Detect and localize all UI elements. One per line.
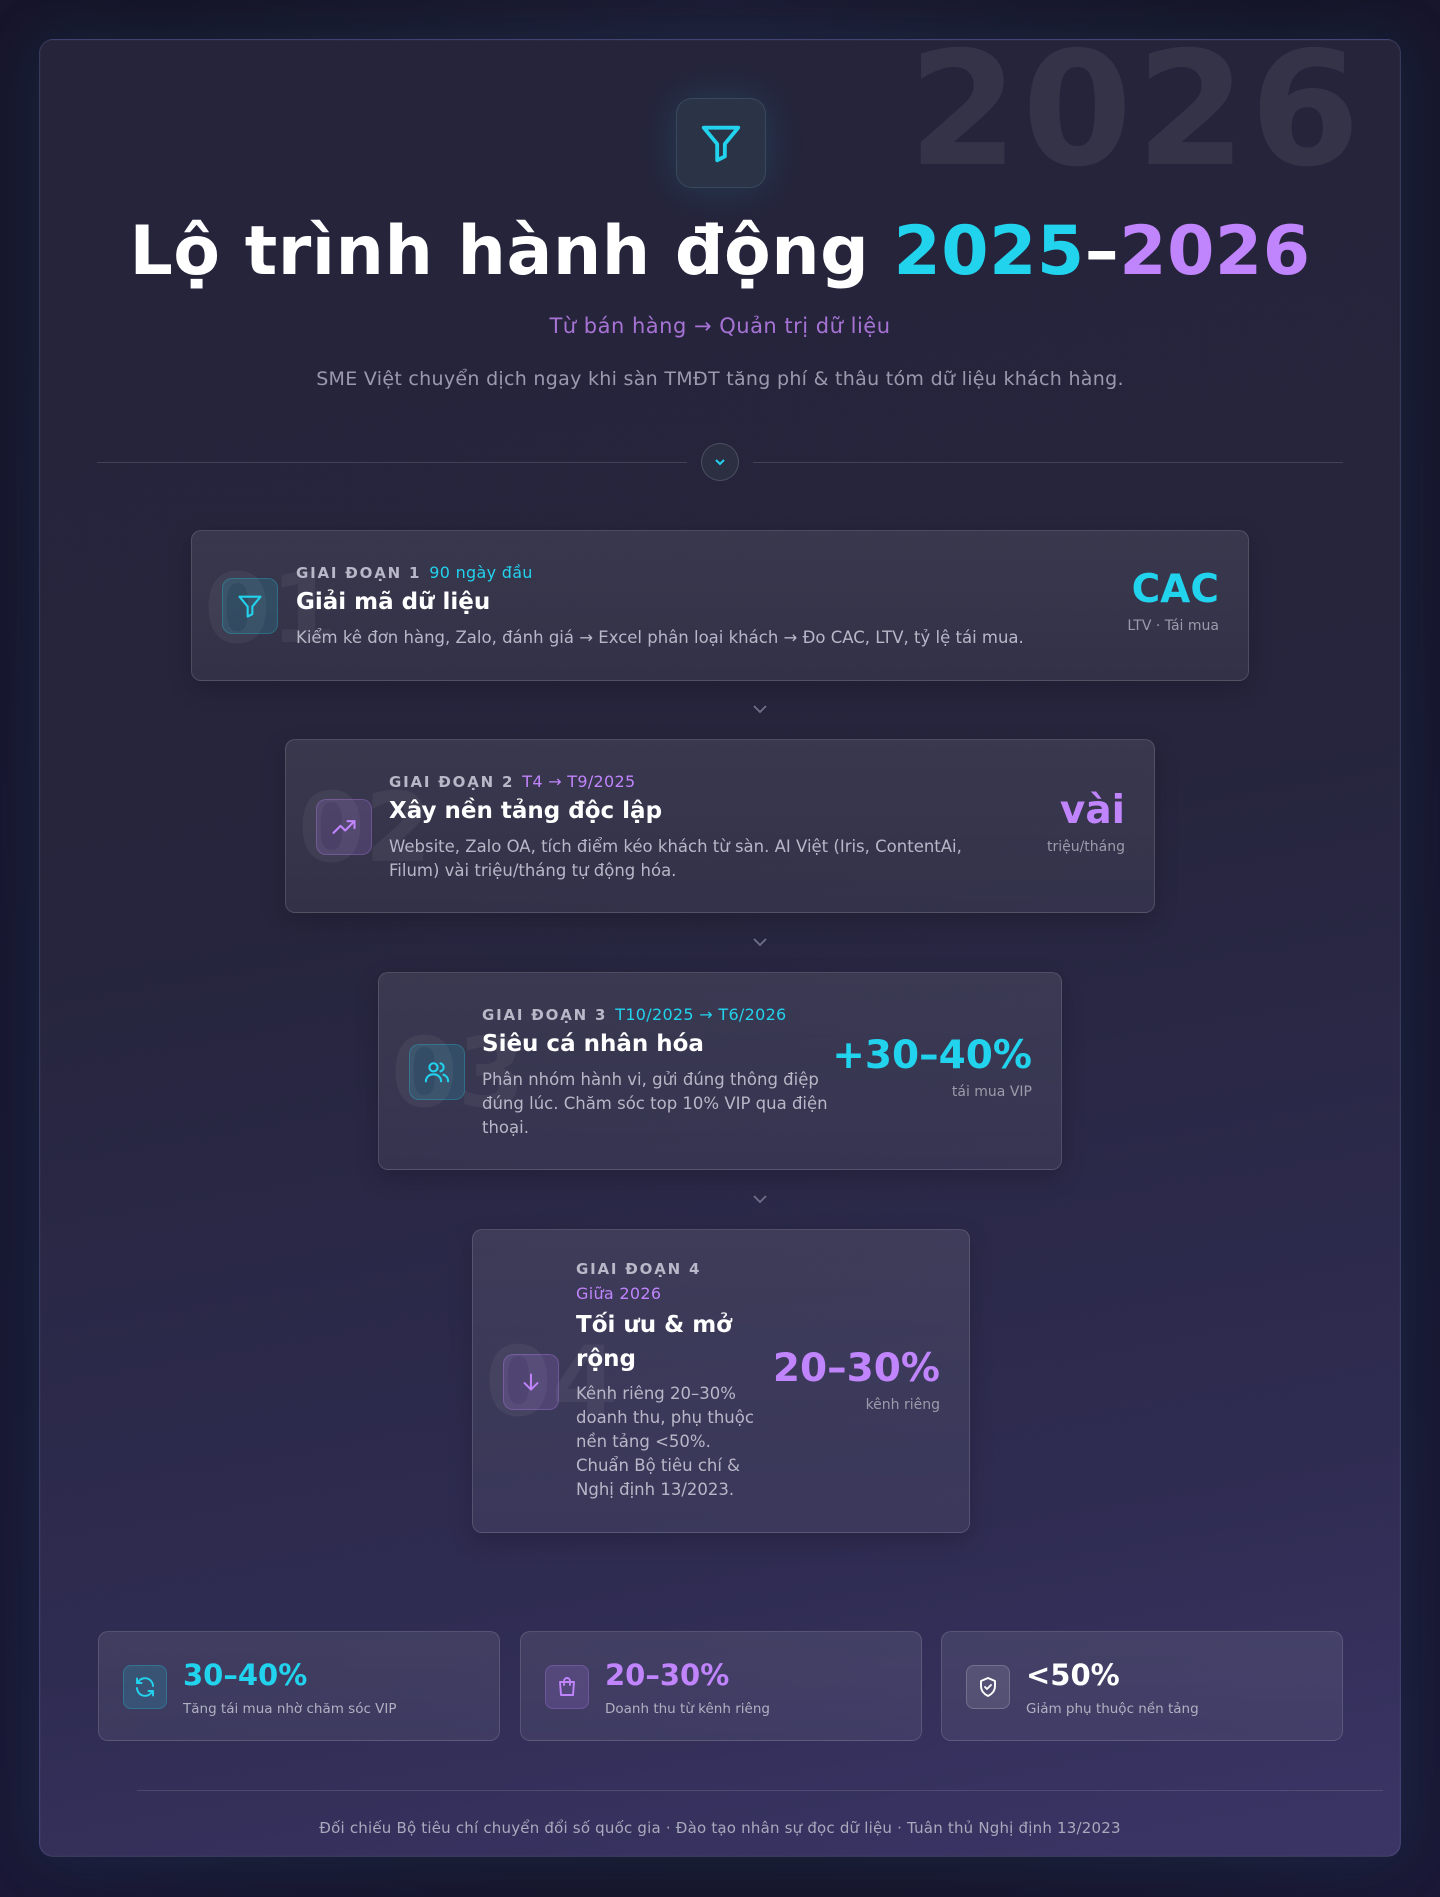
phase-card-3[interactable]: 03 GIAI ĐOẠN 3 T10/2025 → T6/2026 Siêu cá… bbox=[378, 972, 1062, 1170]
divider-left bbox=[97, 462, 687, 463]
phase-title: Xây nền tảng độc lập bbox=[389, 798, 663, 824]
phase-number: 01 bbox=[204, 553, 338, 665]
stat-value: 20–30% bbox=[605, 1658, 730, 1692]
phase-title: Giải mã dữ liệu bbox=[296, 589, 491, 615]
phase-card-2[interactable]: 02 GIAI ĐOẠN 2 T4 → T9/2025 Xây nền tảng … bbox=[285, 739, 1155, 913]
users-icon bbox=[409, 1044, 465, 1100]
divider-right bbox=[753, 462, 1343, 463]
shopping-bag-icon bbox=[545, 1665, 589, 1709]
footer-note: Đối chiếu Bộ tiêu chí chuyển đổi số quốc… bbox=[319, 1819, 1121, 1837]
phase-label: GIAI ĐOẠN 1 90 ngày đầu bbox=[296, 563, 533, 582]
phase-metric: +30–40% tái mua VIP bbox=[832, 1033, 1032, 1100]
phase-description: Phân nhóm hành vi, gửi đúng thông điệp đ… bbox=[482, 1070, 828, 1137]
phase-card-4[interactable]: 04 GIAI ĐOẠN 4 Giữa 2026 Tối ưu & mở rộn… bbox=[472, 1229, 970, 1533]
shield-check-icon bbox=[966, 1665, 1010, 1709]
footer-divider bbox=[137, 1790, 1383, 1791]
chevron-down-icon[interactable] bbox=[701, 443, 739, 481]
stat-label: Giảm phụ thuộc nền tảng bbox=[1026, 1701, 1199, 1717]
stat-label: Doanh thu từ kênh riêng bbox=[605, 1701, 770, 1717]
chevron-down-icon bbox=[753, 1195, 767, 1204]
metric-value: CAC bbox=[1131, 567, 1219, 612]
phase-card-1[interactable]: 01 GIAI ĐOẠN 1 90 ngày đầu Giải mã dữ liệ… bbox=[191, 530, 1249, 681]
page-description: SME Việt chuyển dịch ngay khi sàn TMĐT t… bbox=[316, 368, 1124, 390]
funnel-icon bbox=[222, 578, 278, 634]
phase-time: Giữa 2026 bbox=[576, 1284, 662, 1303]
metric-label: LTV · Tái mua bbox=[1127, 617, 1219, 634]
phase-description: Kênh riêng 20–30% doanh thu, phụ thuộc n… bbox=[576, 1384, 754, 1499]
phase-title: Siêu cá nhân hóa bbox=[482, 1031, 704, 1057]
chevron-down-icon bbox=[753, 705, 767, 714]
phase-number: 03 bbox=[391, 1017, 525, 1129]
metric-label: kênh riêng bbox=[865, 1396, 940, 1413]
phase-metric: CAC LTV · Tái mua bbox=[1127, 567, 1219, 634]
phase-metric: vài triệu/tháng bbox=[1046, 788, 1125, 855]
phase-label: GIAI ĐOẠN 4 bbox=[576, 1260, 702, 1278]
infographic-frame: 2026 Lộ trình hành động 2025–2026 Từ bán… bbox=[39, 39, 1401, 1857]
arrow-down-icon bbox=[503, 1354, 559, 1410]
refresh-icon bbox=[123, 1665, 167, 1709]
phase-label: GIAI ĐOẠN 3 T10/2025 → T6/2026 bbox=[482, 1005, 787, 1024]
stat-value: <50% bbox=[1026, 1658, 1120, 1692]
phase-metric: 20–30% kênh riêng bbox=[772, 1346, 940, 1413]
phase-time: T10/2025 → T6/2026 bbox=[615, 1005, 787, 1024]
funnel-icon bbox=[676, 98, 766, 188]
chevron-down-icon bbox=[753, 938, 767, 947]
phase-description: Website, Zalo OA, tích điểm kéo khách từ… bbox=[389, 837, 962, 880]
year-watermark: 2026 bbox=[908, 39, 1364, 202]
metric-value: 20–30% bbox=[772, 1346, 940, 1391]
metric-label: tái mua VIP bbox=[951, 1083, 1032, 1100]
stat-card-1: 30–40% Tăng tái mua nhờ chăm sóc VIP bbox=[98, 1631, 500, 1741]
phase-number: 04 bbox=[485, 1326, 619, 1438]
phase-number: 02 bbox=[298, 772, 432, 884]
metric-label: triệu/tháng bbox=[1046, 838, 1125, 855]
metric-value: vài bbox=[1059, 788, 1125, 833]
stat-card-2: 20–30% Doanh thu từ kênh riêng bbox=[520, 1631, 922, 1741]
trending-up-icon bbox=[316, 799, 372, 855]
stat-label: Tăng tái mua nhờ chăm sóc VIP bbox=[183, 1701, 397, 1717]
phase-time: 90 ngày đầu bbox=[429, 563, 533, 582]
page-subtitle: Từ bán hàng → Quản trị dữ liệu bbox=[549, 314, 891, 338]
metric-value: +30–40% bbox=[832, 1033, 1032, 1078]
phase-description: Kiểm kê đơn hàng, Zalo, đánh giá → Excel… bbox=[296, 628, 1024, 647]
phase-title: Tối ưu & mở rộng bbox=[576, 1312, 732, 1372]
stat-value: 30–40% bbox=[183, 1658, 308, 1692]
phase-time: T4 → T9/2025 bbox=[522, 772, 636, 791]
stat-card-3: <50% Giảm phụ thuộc nền tảng bbox=[941, 1631, 1343, 1741]
page-title: Lộ trình hành động 2025–2026 bbox=[129, 212, 1311, 291]
phase-label: GIAI ĐOẠN 2 T4 → T9/2025 bbox=[389, 772, 636, 791]
